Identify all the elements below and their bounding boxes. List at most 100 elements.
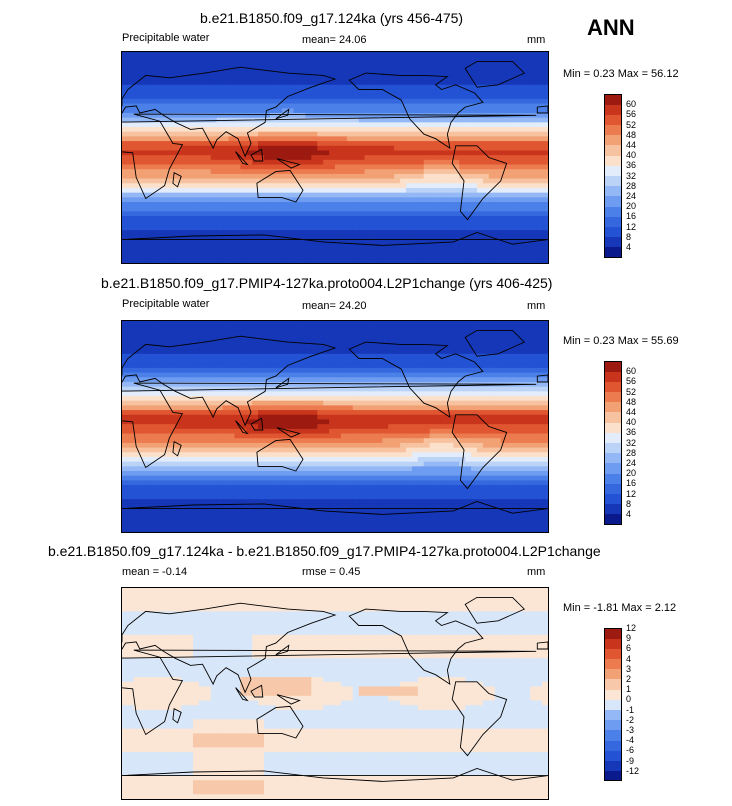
map-cell xyxy=(264,253,271,259)
map-cell xyxy=(471,117,478,123)
map-cell xyxy=(222,244,230,250)
map-cell xyxy=(151,344,159,350)
map-cell xyxy=(305,325,312,331)
map-cell xyxy=(346,164,354,170)
map-cell xyxy=(252,70,259,77)
map-cell xyxy=(524,66,531,72)
map-cell xyxy=(482,377,490,383)
map-cell xyxy=(246,61,253,67)
map-cell xyxy=(163,112,170,119)
map-cell xyxy=(228,410,236,416)
map-cell xyxy=(524,230,531,236)
map-cell xyxy=(471,400,478,406)
map-cell xyxy=(536,155,543,161)
map-cell xyxy=(400,52,407,58)
map-cell xyxy=(252,141,259,147)
map-cell xyxy=(127,234,135,241)
map-cell xyxy=(382,367,389,374)
map-cell xyxy=(222,169,230,175)
map-cell xyxy=(429,98,437,105)
map-cell xyxy=(542,145,548,152)
map-cell xyxy=(447,225,454,231)
map-cell xyxy=(187,367,194,374)
map-cell xyxy=(163,80,170,86)
map-cell xyxy=(329,349,336,355)
map-cell xyxy=(198,164,206,170)
map-cell xyxy=(151,98,159,105)
map-cell xyxy=(394,61,401,67)
map-cell xyxy=(400,169,407,175)
colorbar-tick-label: 24 xyxy=(626,191,637,201)
map-cell xyxy=(222,103,230,109)
map-cell xyxy=(488,141,496,147)
map-cell xyxy=(447,122,454,128)
map-cell xyxy=(536,225,543,231)
map-cell xyxy=(299,178,307,184)
map-cell xyxy=(441,103,449,109)
map-cell xyxy=(530,56,537,62)
map-cell xyxy=(228,173,236,180)
map-cell xyxy=(210,178,218,184)
map-cell xyxy=(127,89,135,95)
map-cell xyxy=(175,197,182,203)
map-cell xyxy=(246,220,253,227)
map-cell xyxy=(536,61,543,67)
map-cell xyxy=(228,216,236,222)
map-cell xyxy=(258,349,265,355)
map-cell xyxy=(175,381,182,388)
map-cell xyxy=(281,112,289,119)
map-cell xyxy=(133,202,141,208)
map-cell xyxy=(500,84,508,91)
map-cell xyxy=(228,391,236,397)
map-cell xyxy=(518,150,525,156)
map-cell xyxy=(210,234,218,241)
map-cell xyxy=(346,244,354,250)
map-cell xyxy=(512,94,520,100)
map-cell xyxy=(133,52,141,58)
map-cell xyxy=(477,419,484,425)
map-cell xyxy=(234,244,241,250)
map-cell xyxy=(210,56,218,62)
map-cell xyxy=(299,145,307,152)
map-cell xyxy=(406,339,413,346)
map-cell xyxy=(299,112,307,119)
map-cell xyxy=(240,405,247,411)
map-cell xyxy=(228,239,236,245)
map-cell xyxy=(281,131,289,137)
map-cell xyxy=(305,183,312,189)
map-cell xyxy=(222,122,230,128)
map-cell xyxy=(222,155,230,161)
map-cell xyxy=(400,363,407,369)
map-cell xyxy=(133,220,141,227)
map-cell xyxy=(376,56,383,62)
map-cell xyxy=(122,98,129,105)
map-cell xyxy=(518,192,525,198)
map-cell xyxy=(246,325,253,331)
map-cell xyxy=(169,211,176,217)
map-cell xyxy=(388,183,395,189)
map-cell xyxy=(335,150,342,156)
map-cell xyxy=(246,258,253,263)
map-cell xyxy=(240,103,247,109)
map-cell xyxy=(518,330,525,336)
map-cell xyxy=(193,127,200,133)
map-cell xyxy=(299,372,307,378)
map-cell xyxy=(364,127,372,133)
map-cell xyxy=(370,141,378,147)
map-cell xyxy=(542,253,548,259)
map-cell xyxy=(536,325,543,331)
map-cell xyxy=(139,108,147,114)
map-cell xyxy=(488,335,496,341)
map-cell xyxy=(228,202,236,208)
map-cell xyxy=(210,202,218,208)
map-cell xyxy=(340,239,348,245)
map-cell xyxy=(435,405,443,411)
map-cell xyxy=(187,70,194,77)
map-cell xyxy=(435,325,443,331)
map-cell xyxy=(406,117,413,123)
map-cell xyxy=(157,183,165,189)
map-cell xyxy=(394,56,401,62)
map-cell xyxy=(181,112,188,119)
map-cell xyxy=(287,358,295,364)
map-cell xyxy=(258,150,265,156)
